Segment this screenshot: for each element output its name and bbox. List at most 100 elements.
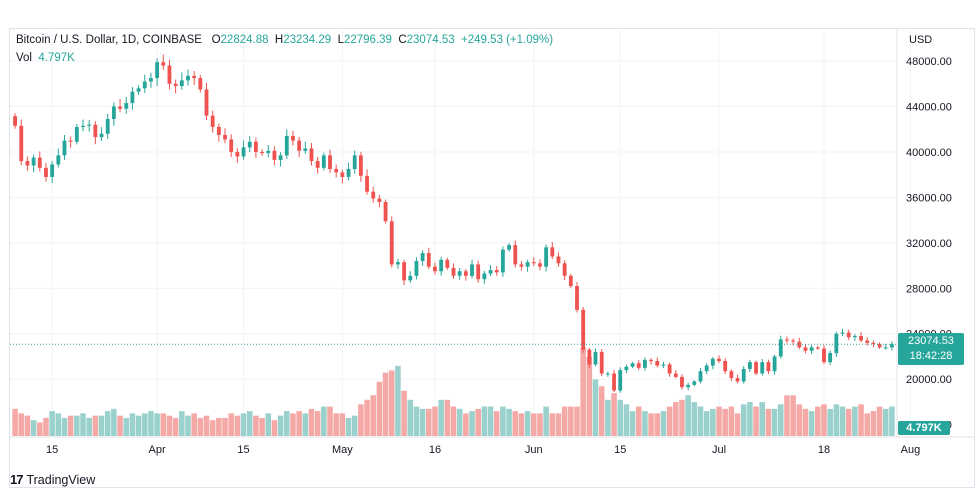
- candle-body: [513, 245, 518, 265]
- x-tick-label: 18: [818, 444, 830, 456]
- candle-body: [766, 362, 771, 372]
- volume-bar: [691, 402, 698, 436]
- volume-bar: [413, 406, 420, 436]
- x-tick-label: Jul: [712, 444, 726, 456]
- candle-body: [44, 167, 48, 177]
- candle-body: [223, 134, 227, 140]
- volume-bar: [882, 408, 889, 436]
- volume-bar: [314, 411, 321, 436]
- candle-body: [451, 267, 456, 276]
- volume-bar: [12, 408, 18, 436]
- candle-body: [457, 271, 462, 276]
- y-tick-label: 40000.00: [906, 147, 952, 159]
- candle-body: [253, 141, 258, 152]
- candle-body: [19, 125, 24, 162]
- candle-body: [247, 141, 252, 148]
- open-label: O: [211, 34, 221, 46]
- volume-bar: [642, 411, 648, 436]
- candle-body: [673, 373, 678, 377]
- volume-bar: [666, 406, 673, 436]
- candle-body: [389, 221, 394, 265]
- volume-legend[interactable]: Vol 4.797K: [16, 52, 75, 64]
- volume-bar: [148, 411, 154, 436]
- candle-body: [500, 249, 505, 273]
- candle-body: [661, 364, 666, 366]
- candle-body: [815, 347, 820, 349]
- candle-body: [605, 373, 610, 375]
- volume-bar: [382, 372, 389, 436]
- candle-body: [433, 266, 437, 272]
- candle-body: [556, 256, 561, 264]
- candle-body: [772, 356, 777, 372]
- volume-label: Vol: [16, 52, 32, 64]
- volume-bar: [537, 413, 543, 436]
- volume-bar: [395, 365, 401, 436]
- volume-bar: [685, 395, 691, 436]
- volume-bar: [37, 422, 43, 436]
- candle-body: [593, 351, 598, 365]
- volume-bar: [728, 406, 735, 436]
- volume-bar: [487, 406, 494, 436]
- volume-bar: [327, 406, 333, 436]
- ohlc-legend: Bitcoin / U.S. Dollar, 1D, COINBASE O228…: [16, 34, 553, 46]
- candle-body: [791, 340, 796, 342]
- volume-bar: [419, 408, 426, 436]
- candle-body: [13, 116, 18, 126]
- candle-body: [124, 103, 129, 109]
- candle-body: [420, 253, 425, 262]
- volume-bar: [543, 406, 549, 436]
- candle-body: [531, 262, 536, 264]
- candle-body: [488, 270, 493, 274]
- volume-bar: [506, 408, 512, 436]
- candle-body: [581, 309, 586, 350]
- candle-body: [680, 376, 684, 388]
- volume-bar: [160, 413, 167, 436]
- volume-bar: [259, 417, 265, 436]
- candle-body: [111, 106, 116, 119]
- high-value: 23234.29: [283, 34, 332, 46]
- volume-bar: [870, 411, 877, 436]
- volume-bar: [605, 399, 611, 436]
- candle-body: [834, 333, 839, 354]
- candle-body: [575, 286, 579, 310]
- candle-body: [717, 358, 721, 362]
- candle-body: [704, 365, 709, 372]
- volume-bar: [111, 408, 117, 436]
- volume-bar: [561, 406, 568, 436]
- candle-body: [260, 151, 264, 154]
- volume-bar: [86, 417, 92, 436]
- volume-bar: [530, 413, 537, 436]
- candle-body: [562, 263, 567, 276]
- volume-bar: [339, 413, 346, 436]
- candle-body: [630, 363, 635, 367]
- candle-body: [328, 155, 332, 169]
- tradingview-logo-icon: 17: [10, 472, 24, 487]
- candle-body: [840, 332, 845, 334]
- volume-bar: [796, 404, 803, 436]
- candle-body: [149, 78, 153, 82]
- volume-bar: [524, 411, 531, 436]
- volume-bar: [740, 404, 747, 436]
- symbol-label[interactable]: Bitcoin / U.S. Dollar, 1D, COINBASE: [16, 34, 202, 46]
- tradingview-brand[interactable]: 17 TradingView: [10, 472, 95, 487]
- last-price-value: 23074.53: [908, 335, 954, 347]
- volume-bar: [617, 399, 623, 436]
- low-label: L: [337, 34, 344, 46]
- candle-body: [747, 362, 752, 369]
- volume-bar: [24, 415, 31, 436]
- volume-bar: [185, 415, 191, 436]
- candle-body: [37, 157, 42, 168]
- candle-body: [754, 362, 758, 374]
- candle-body: [352, 155, 357, 169]
- brand-label: TradingView: [26, 472, 96, 487]
- candle-body: [346, 168, 351, 177]
- last-price-tag: 23074.53 18:42:28: [898, 333, 964, 365]
- volume-bar: [308, 408, 315, 436]
- chart-frame[interactable]: [9, 28, 975, 488]
- volume-bar: [74, 415, 80, 436]
- volume-bar: [580, 347, 586, 436]
- candle-body: [340, 172, 345, 177]
- candle-body: [445, 259, 450, 268]
- currency-label[interactable]: USD: [909, 34, 933, 46]
